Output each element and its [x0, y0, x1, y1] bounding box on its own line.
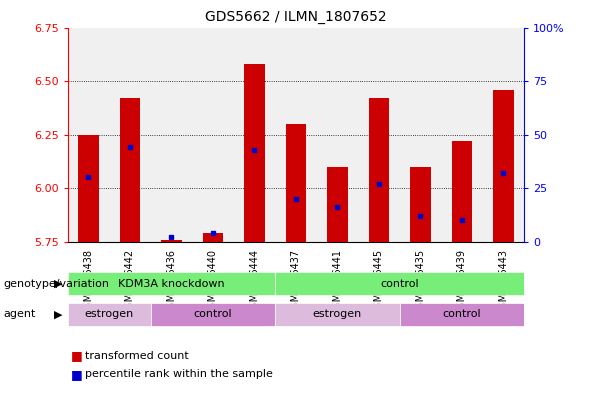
Bar — [244, 64, 265, 242]
Bar — [203, 233, 223, 242]
Title: GDS5662 / ILMN_1807652: GDS5662 / ILMN_1807652 — [205, 10, 387, 24]
Bar — [369, 98, 389, 242]
Bar — [286, 124, 306, 242]
Text: KDM3A knockdown: KDM3A knockdown — [118, 279, 225, 289]
Text: estrogen: estrogen — [313, 309, 362, 319]
Bar — [78, 134, 99, 242]
Bar — [120, 98, 140, 242]
Text: percentile rank within the sample: percentile rank within the sample — [85, 369, 273, 379]
Text: ▶: ▶ — [54, 309, 62, 319]
Text: control: control — [443, 309, 481, 319]
Bar — [410, 167, 431, 242]
Text: transformed count: transformed count — [85, 351, 189, 361]
Text: agent: agent — [3, 309, 35, 319]
Text: estrogen: estrogen — [85, 309, 134, 319]
Bar — [151, 303, 275, 326]
Text: ▶: ▶ — [54, 279, 62, 289]
Bar — [493, 90, 514, 242]
Bar — [327, 167, 348, 242]
Bar — [68, 303, 151, 326]
Bar — [452, 141, 472, 242]
Text: control: control — [380, 279, 419, 289]
Bar — [161, 240, 182, 242]
Text: control: control — [194, 309, 232, 319]
Bar — [68, 272, 275, 296]
Bar — [400, 303, 524, 326]
Bar — [275, 303, 400, 326]
Bar — [275, 272, 524, 296]
Text: ■: ■ — [71, 349, 82, 362]
Text: ■: ■ — [71, 367, 82, 381]
Text: genotype/variation: genotype/variation — [3, 279, 109, 289]
